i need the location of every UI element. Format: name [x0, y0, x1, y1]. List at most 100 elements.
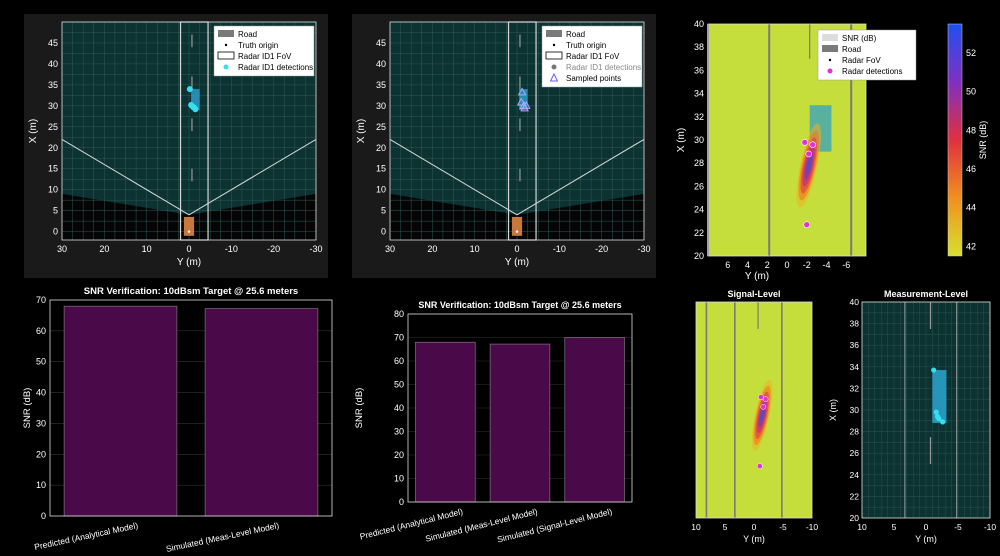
colorbar-tick-label: 48	[966, 125, 976, 135]
plot-area	[696, 302, 812, 518]
ego-vehicle	[511, 216, 523, 236]
detection-point	[192, 106, 199, 113]
bar	[489, 343, 551, 503]
x-tick-label: 0	[752, 522, 757, 532]
fov-line-left	[389, 138, 518, 216]
y-tick-label: 0	[41, 511, 46, 521]
y-tick-label: 24	[850, 470, 860, 480]
target-vehicle	[191, 89, 200, 111]
x-tick-label: 10	[691, 522, 701, 532]
y-tick-label: 30	[36, 418, 46, 428]
y-tick-label: 60	[394, 356, 404, 366]
legend-swatch-snr	[822, 34, 838, 41]
detection-point	[940, 419, 946, 425]
x-tick-label: 10	[470, 244, 480, 254]
y-axis-label: X (m)	[676, 128, 687, 152]
x-axis-label: Y (m)	[915, 534, 937, 544]
y-tick-label: 34	[850, 362, 860, 372]
y-tick-label: 26	[850, 448, 860, 458]
x-tick-label: 0	[186, 244, 191, 254]
legend-label: Road	[566, 30, 585, 39]
legend-swatch-road	[218, 30, 234, 37]
legend-label: SNR (dB)	[842, 34, 877, 43]
x-tick-label: -10	[553, 244, 566, 254]
y-tick-label: 10	[36, 480, 46, 490]
chart-title: Signal-Level	[727, 289, 780, 299]
y-tick-label: 60	[36, 326, 46, 336]
radar-detection	[809, 141, 816, 148]
x-tick-label: -10	[984, 522, 996, 532]
y-tick-label: 20	[394, 450, 404, 460]
snr-bar-figure-2: SNR Verification: 10dBsm Target @ 25.6 m…	[20, 286, 338, 556]
measurement-level-figure: Measurement-Level 10 5 0 -5 -10 20 22 24 26 28 30 32…	[826, 288, 996, 556]
y-tick-label: 5	[381, 206, 386, 216]
x-tick-label: -30	[637, 244, 650, 254]
y-tick-label: 35	[48, 80, 58, 90]
x-tick-label: 0	[924, 522, 929, 532]
y-tick-label: 40	[394, 403, 404, 413]
fov-line-right	[516, 138, 645, 216]
axes-box	[389, 21, 645, 241]
y-tick-label: 70	[394, 333, 404, 343]
legend-label: Sampled points	[566, 74, 621, 83]
y-axis-label: SNR (dB)	[22, 388, 33, 429]
truth-origin-point	[515, 230, 519, 233]
y-tick-label: 32	[694, 112, 704, 122]
sampled-point	[520, 103, 529, 112]
x-axis-label: Y (m)	[745, 271, 769, 282]
colorbar-tick-label: 42	[966, 241, 976, 251]
legend-swatch-detection	[551, 64, 557, 70]
y-tick-label: 20	[694, 251, 704, 261]
y-tick-label: 20	[850, 513, 860, 523]
y-tick-label: 22	[694, 228, 704, 238]
x-axis-label: Y (m)	[743, 534, 765, 544]
x-tick-label: 4	[745, 260, 750, 270]
y-tick-label: 22	[850, 491, 860, 501]
x-tick-label: -4	[822, 260, 830, 270]
y-tick-label: 5	[53, 206, 58, 216]
legend-label: Truth origin	[238, 41, 278, 50]
snr-heat-layer	[760, 409, 764, 422]
y-tick-label: 10	[48, 185, 58, 195]
legend-swatch-origin	[552, 43, 556, 47]
bar	[204, 308, 319, 517]
legend-label: Radar ID1 FoV	[238, 52, 292, 61]
truth-origin-point	[187, 230, 191, 233]
y-tick-label: 40	[376, 59, 386, 69]
y-tick-label: 0	[53, 227, 58, 237]
legend-swatch-sampled	[549, 72, 559, 82]
x-tick-label: -30	[309, 244, 322, 254]
detection-point	[931, 367, 937, 373]
legend-swatch-fov	[217, 51, 235, 60]
y-tick-label: 28	[850, 427, 860, 437]
snr-bar-figure-3: SNR Verification: 10dBsm Target @ 25.6 m…	[352, 294, 668, 556]
fov-line-left	[61, 138, 190, 216]
legend-label: Radar ID1 FoV	[566, 52, 620, 61]
y-tick-label: 28	[694, 158, 704, 168]
x-tick-label: 0	[514, 244, 519, 254]
x-tick-label: 0	[784, 260, 789, 270]
y-tick-label: 15	[48, 164, 58, 174]
x-tick-label: 2	[765, 260, 770, 270]
y-tick-label: 10	[394, 474, 404, 484]
ego-vehicle	[183, 216, 195, 236]
y-tick-label: 30	[48, 101, 58, 111]
detection-point	[936, 416, 942, 422]
chart-title: SNR Verification: 10dBsm Target @ 25.6 m…	[418, 300, 621, 310]
legend-swatch-detection	[223, 64, 229, 70]
x-axis-label: Y (m)	[177, 257, 201, 268]
y-tick-label: 25	[376, 122, 386, 132]
fov-line-right	[188, 138, 317, 216]
legend-swatch-road	[822, 45, 838, 52]
y-tick-label: 45	[48, 38, 58, 48]
sampled-point	[516, 97, 526, 106]
colorbar-label: SNR (dB)	[978, 121, 988, 160]
radar-detection	[756, 463, 763, 470]
signal-level-figure: Signal-Level 10 5 0 -5 -10 Y (m)	[686, 288, 822, 556]
y-tick-label: 35	[376, 80, 386, 90]
bar	[564, 337, 625, 503]
y-tick-label: 40	[36, 388, 46, 398]
y-tick-label: 20	[376, 143, 386, 153]
x-tick-label: 10	[142, 244, 152, 254]
